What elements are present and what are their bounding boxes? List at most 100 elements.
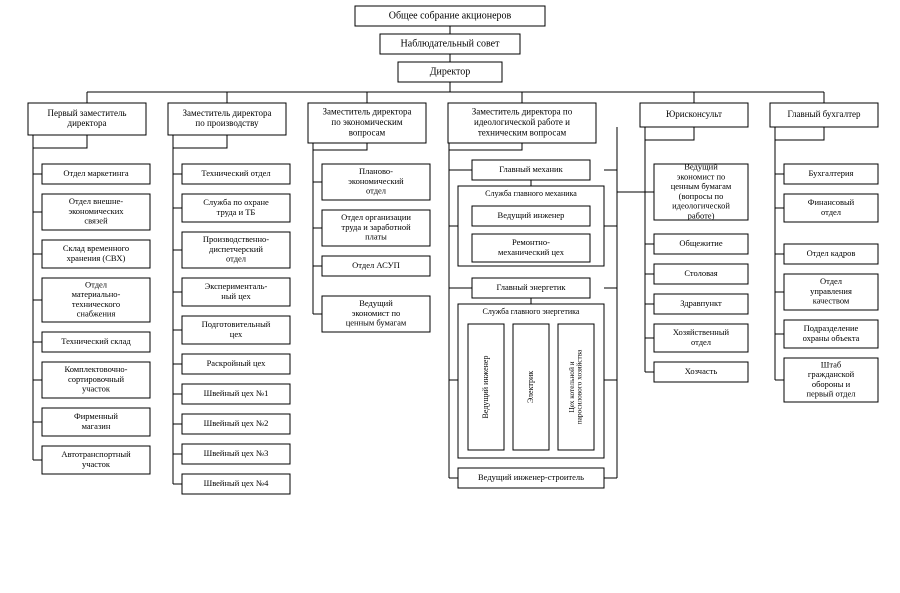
- node-c2d: Эксперименталь-ный цех: [182, 278, 290, 306]
- label: Склад временного: [63, 243, 129, 253]
- label: Директор: [430, 66, 471, 77]
- node-c4b1: Ведущий инженер: [472, 206, 590, 226]
- connector: [173, 135, 227, 148]
- node-c2a: Технический отдел: [182, 164, 290, 184]
- node-c2c: Производственно-диспетчерскийотдел: [182, 232, 290, 268]
- label: Финансовый: [808, 197, 855, 207]
- node-c1a: Отдел маркетинга: [42, 164, 150, 184]
- node-c1g: Фирменныймагазин: [42, 408, 150, 436]
- label: качеством: [813, 296, 850, 306]
- label: Производственно-: [203, 234, 269, 244]
- label: идеологической: [672, 201, 730, 211]
- label: Главный механик: [499, 164, 563, 174]
- label: ценным бумагам: [346, 318, 407, 328]
- label: Ремонтно-: [512, 237, 550, 247]
- node-h2: Заместитель директорапо производству: [168, 103, 286, 135]
- label: Служба по охране: [203, 197, 269, 207]
- node-c5e: Хозяйственныйотдел: [654, 324, 748, 352]
- label: труда и заработной: [341, 222, 411, 232]
- label: Служба главного энергетика: [483, 307, 580, 316]
- label: гражданской: [808, 369, 855, 379]
- node-c4a: Главный механик: [472, 160, 590, 180]
- node-c5b: Общежитие: [654, 234, 748, 254]
- node-c4b_t: Служба главного механика: [485, 189, 577, 198]
- node-h4: Заместитель директора поидеологической р…: [448, 103, 596, 143]
- label: по производству: [195, 118, 259, 128]
- edges: [33, 26, 824, 484]
- label: Общее собрание акционеров: [389, 10, 512, 21]
- node-top3: Директор: [398, 62, 502, 82]
- label: Отдел: [85, 279, 108, 289]
- label: магазин: [82, 421, 111, 431]
- node-c5a: Ведущийэкономист поценным бумагам(вопрос…: [654, 162, 748, 221]
- label: отдел: [366, 186, 387, 196]
- label: Технический отдел: [201, 168, 271, 178]
- label: первый отдел: [806, 389, 856, 399]
- label: Хозяйственный: [673, 327, 730, 337]
- label: Ведущий инженер-строитель: [478, 472, 584, 482]
- label: паросилового хозяйства: [575, 349, 584, 424]
- node-c4c: Главный энергетик: [472, 278, 590, 298]
- label: обороны и: [812, 379, 851, 389]
- label: Подготовительный: [202, 319, 271, 329]
- label: Бухгалтерия: [809, 168, 854, 178]
- label: (вопросы по: [679, 191, 724, 201]
- label: сортировочный: [68, 374, 124, 384]
- label: ценным бумагам: [671, 181, 732, 191]
- node-c2h: Швейный цех №2: [182, 414, 290, 434]
- node-c3a: Планово-экономическийотдел: [322, 164, 430, 200]
- connector: [775, 127, 824, 140]
- label: отдел: [821, 207, 842, 217]
- node-c4b2: Ремонтно-механический цех: [472, 234, 590, 262]
- label: диспетчерский: [209, 244, 263, 254]
- node-c2g: Швейный цех №1: [182, 384, 290, 404]
- label: Ведущий: [359, 298, 393, 308]
- label: Первый заместитель: [47, 108, 126, 118]
- label: Наблюдательный совет: [401, 38, 501, 49]
- label: управления: [810, 286, 852, 296]
- label: ный цех: [221, 291, 251, 301]
- label: снабжения: [77, 309, 116, 319]
- node-top2: Наблюдательный совет: [380, 34, 520, 54]
- label: Ведущий инженер: [481, 356, 490, 419]
- label: Эксперименталь-: [205, 281, 268, 291]
- label: Служба главного механика: [485, 189, 577, 198]
- label: экономист по: [677, 171, 726, 181]
- label: труда и ТБ: [217, 207, 256, 217]
- label: механический цех: [498, 247, 565, 257]
- label: материально-: [72, 289, 121, 299]
- label: участок: [82, 384, 111, 394]
- node-c6b: Финансовыйотдел: [784, 194, 878, 222]
- label: Швейный цех №2: [204, 418, 269, 428]
- node-c1b: Отдел внешне-экономическихсвязей: [42, 194, 150, 230]
- label: цех: [230, 329, 243, 339]
- label: Столовая: [684, 268, 717, 278]
- label: Ведущий: [684, 162, 718, 172]
- label: Фирменный: [74, 411, 118, 421]
- label: платы: [365, 232, 387, 242]
- label: Швейный цех №1: [204, 388, 269, 398]
- label: участок: [82, 459, 111, 469]
- node-h6: Главный бухгалтер: [770, 103, 878, 127]
- label: охраны объекта: [803, 333, 860, 343]
- label: Общежитие: [679, 238, 722, 248]
- label: Отдел: [820, 276, 843, 286]
- node-c6f: Штабгражданскойобороны ипервый отдел: [784, 358, 878, 402]
- label: Штаб: [821, 359, 842, 369]
- label: Отдел внешне-: [69, 196, 123, 206]
- label: экономических: [68, 206, 124, 216]
- connector: [313, 143, 367, 150]
- node-c6e: Подразделениеохраны объекта: [784, 320, 878, 348]
- node-c6d: Отделуправлениякачеством: [784, 274, 878, 310]
- node-c1d: Отделматериально-техническогоснабжения: [42, 278, 150, 322]
- label: Главный бухгалтер: [787, 109, 861, 119]
- nodes: Общее собрание акционеров Наблюдательный …: [28, 6, 878, 494]
- label: Планово-: [359, 166, 393, 176]
- node-top1: Общее собрание акционеров: [355, 6, 545, 26]
- label: связей: [84, 216, 108, 226]
- label: Подразделение: [804, 323, 859, 333]
- connector: [33, 135, 87, 148]
- label: экономический: [348, 176, 404, 186]
- node-c1c: Склад временногохранения (СВХ): [42, 240, 150, 268]
- label: Швейный цех №3: [204, 448, 269, 458]
